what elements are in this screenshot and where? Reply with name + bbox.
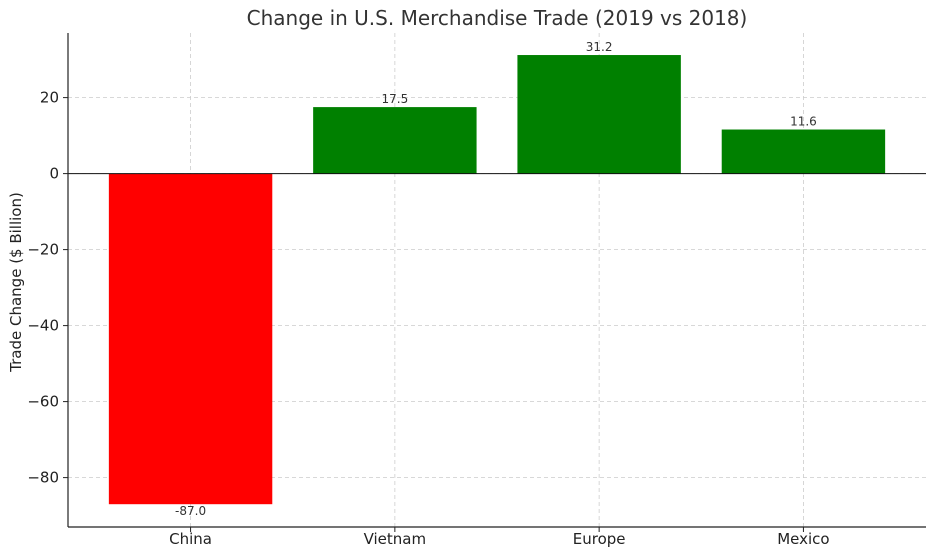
x-tick-label: China [169,530,212,548]
x-tick-label: Vietnam [364,530,427,548]
y-tick-label: −80 [27,469,59,487]
y-tick-label: −40 [27,317,59,335]
y-tick-label: 20 [40,89,59,107]
y-tick-label: −60 [27,393,59,411]
chart-title: Change in U.S. Merchandise Trade (2019 v… [247,6,748,30]
data-label: -87.0 [175,504,206,518]
y-tick-label: −20 [27,241,59,259]
bar-china [108,173,273,505]
bar-mexico [721,129,886,174]
x-tick-label: Mexico [777,530,829,548]
y-tick-label: 0 [49,165,59,183]
data-label: 17.5 [381,92,408,106]
bar-vietnam [313,107,477,174]
x-tick-label: Europe [573,530,626,548]
y-axis-label: Trade Change ($ Billion) [7,192,25,373]
data-labels: -87.0 17.5 31.2 11.6 [175,40,817,518]
data-label: 31.2 [586,40,613,54]
axes: 20 0 −20 −40 −60 −80 China Vietnam Europe Mexico [27,33,926,548]
data-label: 11.6 [790,115,817,129]
bar-europe [517,55,681,174]
bars [108,55,886,505]
